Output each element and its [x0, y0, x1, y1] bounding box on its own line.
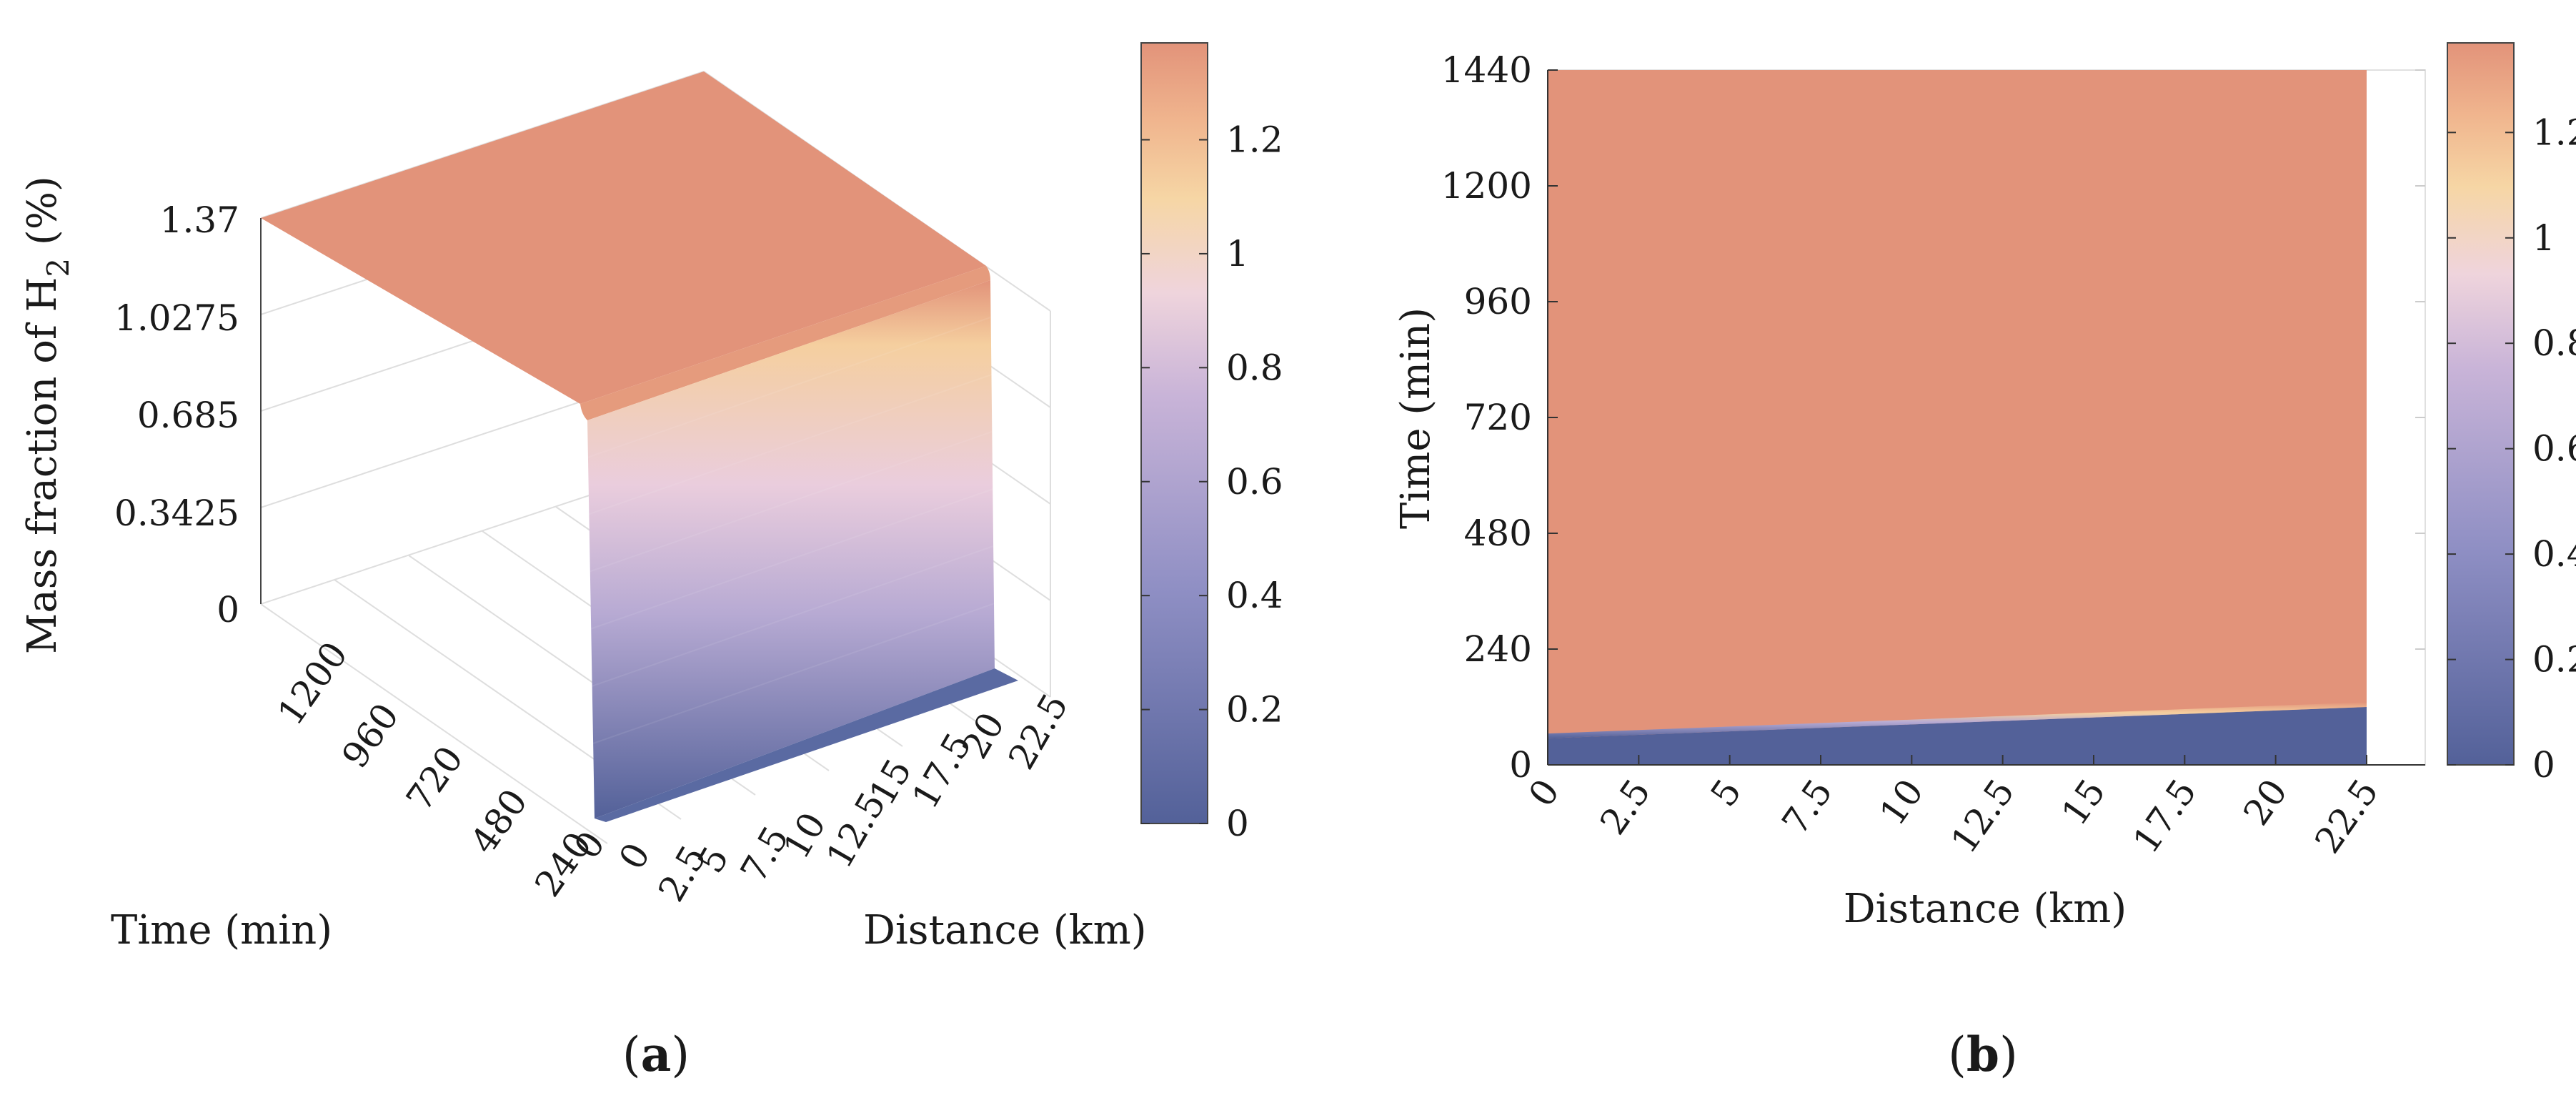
colorbar-b-fill — [2447, 42, 2515, 766]
b-ytick-label-6: 1440 — [1441, 49, 1532, 91]
cbar-b-ticklabel-1: 0.2 — [2532, 639, 2576, 681]
time-tick-1200: 1200 — [269, 634, 355, 733]
b-xtick-label-3: 7.5 — [1774, 772, 1841, 842]
surface-floor-strip — [595, 668, 1018, 822]
b-xtick-label-9: 22.5 — [2307, 772, 2386, 861]
time-axis-label: Time (min) — [111, 907, 332, 954]
panel-b-xlabel: Distance (km) — [1844, 886, 2127, 932]
z-tick-2: 0.685 — [137, 395, 239, 436]
distance-axis-label: Distance (km) — [863, 907, 1147, 954]
b-ytick-label-0: 0 — [1509, 744, 1532, 786]
cbar-a-ticklabel-5: 1 — [1226, 233, 1249, 274]
z-axis-label: Mass fraction of H2 (%) — [19, 176, 76, 654]
cbar-b-ticklabel-0: 0 — [2532, 744, 2555, 786]
cbar-b-ticklabel-2: 0.4 — [2532, 533, 2576, 575]
b-ytick-label-1: 240 — [1464, 628, 1532, 670]
z-tick-1: 0.3425 — [114, 493, 239, 534]
z-tick-0: 0 — [217, 589, 239, 630]
b-ytick-label-2: 480 — [1464, 513, 1532, 554]
colorbar-a-fill — [1140, 42, 1208, 824]
heatmap-low-region — [1548, 707, 2367, 765]
b-xtick-label-4: 10 — [1871, 772, 1931, 833]
b-xtick-label-2: 5 — [1703, 772, 1750, 814]
dist-tick-22.5: 22.5 — [1000, 687, 1076, 776]
cbar-a-ticklabel-1: 0.2 — [1226, 689, 1283, 731]
cbar-a-ticklabel-3: 0.6 — [1226, 461, 1283, 503]
time-tick-960: 960 — [334, 696, 407, 775]
b-ytick-label-4: 960 — [1464, 281, 1532, 322]
panel-b-colorbar: 0 0.2 0.4 0.6 0.8 1 1.2 — [2447, 42, 2576, 786]
dist-tick-0: 0 — [611, 836, 658, 876]
panel-b-label: (b) — [1948, 1027, 2018, 1082]
cbar-b-ticklabel-6: 1.2 — [2532, 112, 2576, 153]
cbar-a-ticklabel-6: 1.2 — [1226, 119, 1283, 161]
time-tick-720: 720 — [398, 738, 471, 818]
heatmap-high-region — [1548, 70, 2367, 765]
panel-a-label: (a) — [622, 1027, 690, 1082]
surface-front-edge — [580, 266, 990, 420]
b-xtick-label-7: 17.5 — [2125, 772, 2204, 861]
panel-b-right-ticks — [2415, 69, 2425, 766]
heatmap-front-band — [1548, 702, 2367, 738]
surface-striations — [587, 317, 995, 744]
cbar-b-ticklabel-5: 1 — [2532, 217, 2555, 259]
time-tick-480: 480 — [462, 781, 535, 861]
cbar-b-ticklabel-4: 0.8 — [2532, 322, 2576, 364]
cbar-a-ticklabel-2: 0.4 — [1226, 575, 1283, 616]
b-ytick-label-3: 720 — [1464, 397, 1532, 438]
b-xtick-label-8: 20 — [2235, 772, 2295, 833]
cbar-a-ticklabel-0: 0 — [1226, 803, 1249, 844]
panel-a-surface-plot: 0 0.3425 0.685 1.0275 1.37 Mass fraction… — [19, 42, 1283, 1082]
b-xtick-label-5: 12.5 — [1943, 772, 2022, 861]
surface-plateau — [261, 71, 986, 404]
panel-b-heatmap: 0 240 480 720 960 1200 1440 0 2.5 5 7.5 10 12.5 15 17… — [1393, 42, 2576, 1082]
cbar-a-ticklabel-4: 0.8 — [1226, 347, 1283, 388]
surface-front-wall — [587, 280, 995, 818]
b-xtick-label-6: 15 — [2054, 772, 2114, 833]
z-axis: 0 0.3425 0.685 1.0275 1.37 — [114, 199, 262, 630]
cbar-b-ticklabel-3: 0.6 — [2532, 428, 2576, 470]
b-ytick-label-5: 1200 — [1441, 165, 1532, 207]
panel-a-colorbar: 0 0.2 0.4 0.6 0.8 1 1.2 — [1140, 42, 1283, 844]
time-axis: 1200 960 720 480 240 0 — [269, 634, 613, 904]
z-tick-3: 1.0275 — [114, 297, 239, 339]
z-tick-4: 1.37 — [160, 199, 239, 241]
panel-b-ylabel: Time (min) — [1393, 307, 1439, 529]
b-xtick-label-1: 2.5 — [1592, 772, 1659, 842]
